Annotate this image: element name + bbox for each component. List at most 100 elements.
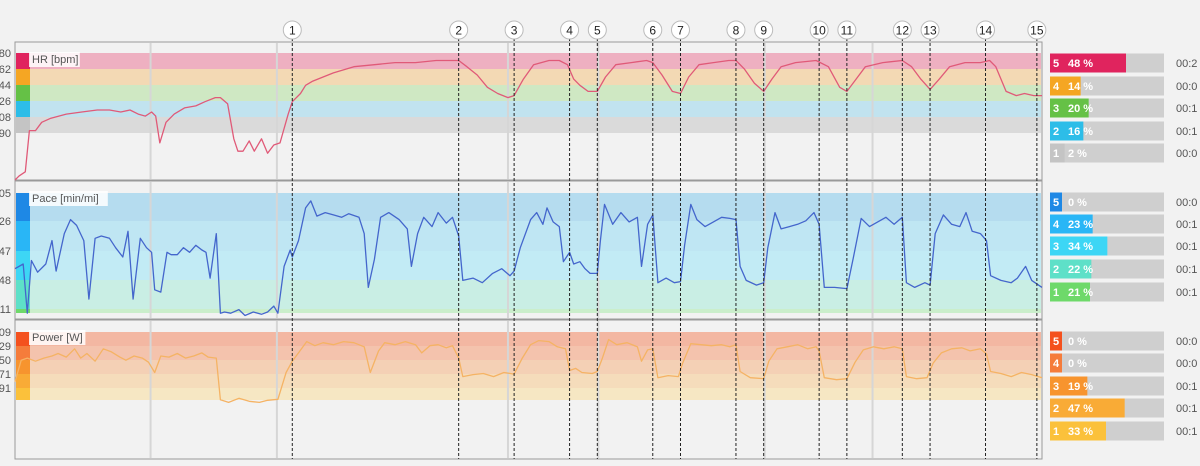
zone-color-marker	[16, 346, 30, 360]
zone-summary-bar	[1050, 76, 1081, 96]
zone-band	[16, 360, 1041, 374]
zone-summary-time: 00:0	[1176, 358, 1197, 370]
series-line-hr	[14, 59, 1042, 181]
zone-summary-time: 00:1	[1176, 241, 1197, 253]
zone-summary-track	[1050, 331, 1164, 351]
lap-marker-label: 11	[841, 24, 854, 38]
zone-summary-bar	[1050, 98, 1089, 118]
zone-summary-bar	[1050, 192, 1062, 212]
zone-band	[16, 388, 1041, 400]
zone-summary-time: 00:1	[1176, 403, 1197, 415]
zone-summary-number: 5	[1053, 336, 1059, 348]
lap-marker-label: 3	[511, 24, 518, 38]
y-axis-tick-label: 11	[0, 304, 11, 316]
zone-summary-time: 00:1	[1176, 126, 1197, 138]
zone-band	[16, 332, 1041, 346]
zone-band	[16, 101, 1041, 117]
zone-band	[16, 251, 1041, 280]
zone-summary-percent: 0 %	[1068, 197, 1087, 209]
zone-color-marker	[16, 69, 30, 85]
zone-summary-time: 00:1	[1176, 264, 1197, 276]
y-axis-tick-label: 47	[0, 246, 11, 258]
zone-summary-percent: 2 %	[1068, 148, 1087, 160]
panel-label-background	[29, 330, 86, 345]
zone-summary-time: 00:0	[1176, 336, 1197, 348]
zone-summary-time: 00:0	[1176, 148, 1197, 160]
zone-summary-track	[1050, 192, 1164, 212]
zone-summary-time: 00:1	[1176, 287, 1197, 299]
zone-summary-number: 1	[1053, 148, 1059, 160]
lap-marker-label: 5	[594, 24, 601, 38]
lap-marker-circle	[282, 20, 302, 40]
zone-summary-number: 4	[1053, 81, 1060, 93]
zone-summary-number: 3	[1053, 103, 1059, 115]
lap-marker-label: 10	[812, 24, 826, 38]
lap-marker-circle	[449, 20, 469, 40]
zone-summary-bar	[1050, 282, 1090, 302]
zone-summary-bar	[1050, 398, 1125, 418]
panel-label-background	[29, 52, 80, 67]
zone-summary-number: 1	[1053, 287, 1059, 299]
zone-color-marker	[16, 193, 30, 221]
zone-color-marker	[16, 332, 30, 346]
zone-summary-bar	[1050, 259, 1092, 279]
zone-summary-number: 2	[1053, 264, 1059, 276]
y-axis-tick-label: 26	[0, 216, 11, 228]
zone-summary-bar	[1050, 53, 1126, 73]
panel-label-background	[29, 191, 108, 206]
lap-marker-label: 7	[677, 24, 684, 38]
zone-color-marker	[16, 101, 30, 117]
lap-marker-label: 9	[760, 24, 767, 38]
zone-summary-percent: 14 %	[1068, 81, 1093, 93]
zone-summary-time: 00:0	[1176, 197, 1197, 209]
lap-markers: 1 2 3 4 5 6 7 8 9 10 11 12 13 14 15	[282, 20, 1047, 459]
lap-marker-circle	[920, 20, 940, 40]
zone-summary-pace: 5 0 % 00:0 4 23 % 00:1 3 34 % 00:1 2 22 % 00:1 1 21 %…	[1050, 192, 1197, 302]
zone-summary-number: 2	[1053, 403, 1059, 415]
zone-summary-power: 5 0 % 00:0 4 0 % 00:0 3 19 % 00:1 2 47 % 00:1 1 33 % 0…	[1050, 331, 1197, 441]
y-axis-tick-label: 71	[0, 369, 11, 381]
zone-summary-bar	[1050, 421, 1106, 441]
zone-summary-percent: 34 %	[1068, 241, 1093, 253]
panel-label: HR [bpm]	[32, 54, 78, 66]
zone-band	[16, 117, 1041, 133]
panel-label: Pace [min/mi]	[32, 193, 99, 205]
panel-hr: 180 162 144 126 108 90 HR [bpm]	[0, 41, 1043, 181]
zone-summary-percent: 20 %	[1068, 103, 1093, 115]
zone-summary-number: 5	[1053, 58, 1059, 70]
y-axis-tick-label: 229	[0, 341, 11, 353]
lap-marker-label: 12	[896, 24, 910, 38]
zone-color-marker	[16, 360, 30, 374]
zone-summary-bar	[1050, 143, 1065, 163]
y-axis-tick-label: 144	[0, 80, 11, 92]
zone-summary-track	[1050, 143, 1164, 163]
zone-summary-bar	[1050, 214, 1093, 234]
zone-summary-hr: 5 48 % 00:2 4 14 % 00:0 3 20 % 00:1 2 16 % 00:1 1 2 %…	[1050, 53, 1197, 163]
zone-summary-number: 1	[1053, 426, 1059, 438]
lap-marker-circle	[726, 20, 746, 40]
lap-marker-label: 4	[566, 24, 573, 38]
zone-summary-number: 5	[1053, 197, 1059, 209]
y-axis-tick-label: 126	[0, 96, 11, 108]
zone-band	[16, 85, 1041, 101]
y-axis-tick-label: 91	[0, 383, 11, 395]
zone-summary-time: 00:1	[1176, 103, 1197, 115]
zone-summary-percent: 0 %	[1068, 358, 1087, 370]
zone-summary-bar	[1050, 353, 1062, 373]
zone-color-marker	[16, 221, 30, 251]
zone-band	[16, 346, 1041, 360]
lap-marker-circle	[892, 20, 912, 40]
panel-label: Power [W]	[32, 332, 83, 344]
lap-marker-circle	[1027, 20, 1047, 40]
y-axis-tick-label: 90	[0, 128, 11, 140]
lap-marker-circle	[976, 20, 996, 40]
zone-summary-percent: 23 %	[1068, 219, 1093, 231]
zone-summary-percent: 48 %	[1068, 58, 1093, 70]
zone-color-marker	[16, 53, 30, 69]
zone-band	[16, 53, 1041, 69]
zone-summary-percent: 0 %	[1068, 336, 1087, 348]
lap-marker-circle	[587, 20, 607, 40]
zone-summary-number: 4	[1053, 358, 1060, 370]
